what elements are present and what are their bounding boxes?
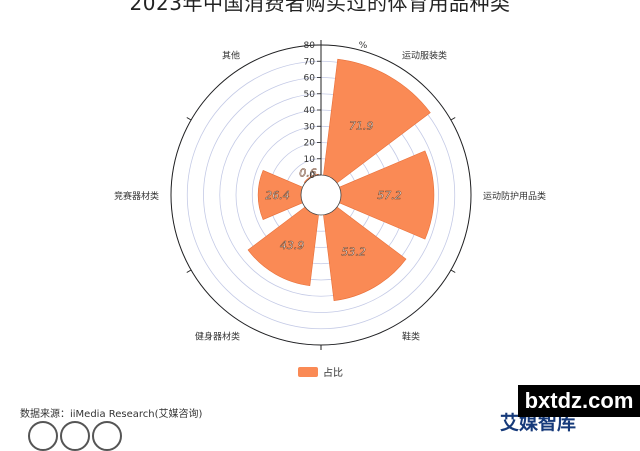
- radial-tick-label: 30: [304, 122, 316, 132]
- radial-tick-label: 70: [304, 57, 316, 67]
- decorative-circle: [60, 421, 90, 451]
- legend-swatch: [298, 366, 318, 377]
- radial-tick-label: 50: [304, 90, 316, 100]
- decorative-circle: [28, 421, 58, 451]
- decorative-circle: [92, 421, 122, 451]
- radial-tick-label: 60: [304, 74, 316, 84]
- bars: [247, 58, 435, 301]
- category-tick: [450, 269, 456, 273]
- center-hole: [300, 174, 342, 216]
- radial-tick-label: 80: [304, 41, 316, 51]
- category-label: 健身器材类: [195, 330, 240, 342]
- data-label: 57.2: [377, 189, 402, 202]
- chart-title: 2023年中国消费者购买过的体育用品种类: [129, 0, 511, 15]
- data-label: 43.9: [280, 239, 305, 252]
- watermark: bxtdz.com: [518, 385, 640, 417]
- category-tick: [450, 117, 456, 121]
- axes: [170, 40, 472, 350]
- legend[interactable]: 占比: [298, 364, 343, 379]
- category-tick: [186, 269, 192, 273]
- category-label: 运动服装类: [402, 50, 447, 62]
- unit-label: %: [359, 41, 368, 51]
- category-label: 竞赛器材类: [114, 190, 159, 202]
- radial-tick-label: 20: [304, 139, 316, 149]
- radial-tick-label: 40: [304, 106, 316, 116]
- source-note: 数据来源：iiMedia Research(艾媒咨询): [20, 409, 203, 420]
- category-label: 运动防护用品类: [483, 190, 546, 202]
- category-tick: [186, 117, 192, 121]
- data-label: 71.9: [349, 119, 374, 132]
- data-label: 0.6: [299, 166, 317, 179]
- legend-label: 占比: [323, 368, 343, 379]
- category-label: 鞋类: [402, 330, 420, 342]
- radial-tick-label: 10: [304, 155, 316, 165]
- data-label: 26.4: [265, 189, 290, 202]
- radial-tick-label: 0: [309, 171, 315, 181]
- category-label: 其他: [222, 50, 240, 62]
- data-label: 53.2: [341, 245, 366, 258]
